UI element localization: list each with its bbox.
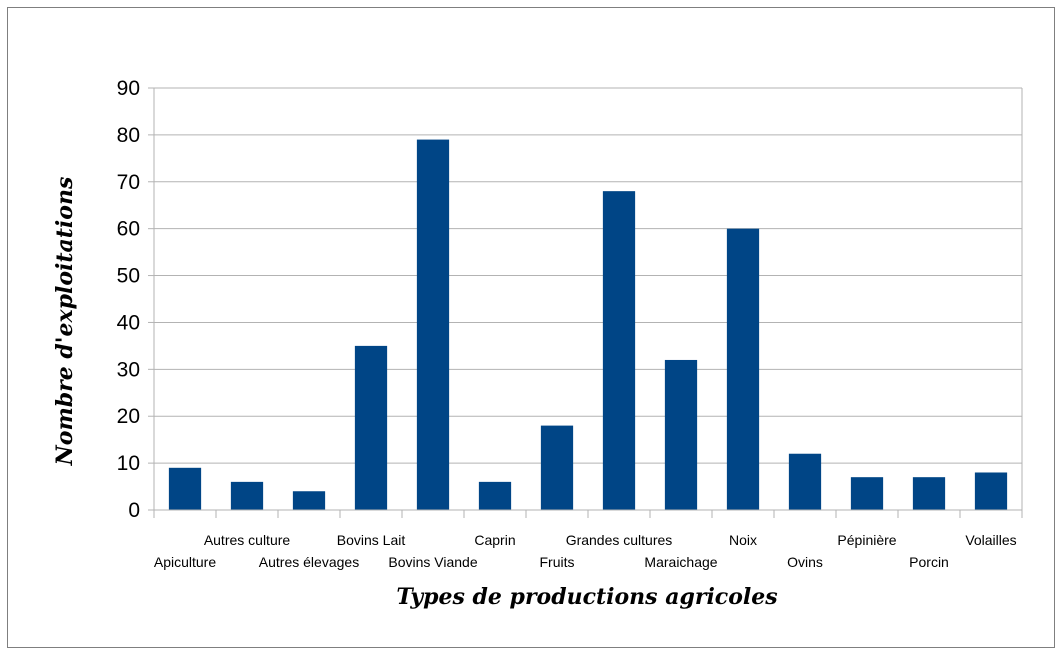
- x-tick-label: Bovins Viande: [388, 554, 477, 570]
- x-tick-label: Autres culture: [204, 532, 291, 548]
- y-tick-label: 30: [117, 358, 140, 381]
- bar: [850, 477, 884, 510]
- y-tick-label: 50: [117, 265, 140, 288]
- y-tick-label: 40: [117, 311, 140, 334]
- y-axis-ticks: 0 10 20 30 40 50 60 70 80 90: [117, 77, 140, 522]
- bar: [912, 477, 946, 510]
- x-tick-label: Apiculture: [154, 554, 216, 570]
- y-tick-label: 70: [117, 171, 140, 194]
- bar: [664, 359, 698, 510]
- y-tick-label: 80: [117, 124, 140, 147]
- x-tick-label: Ovins: [787, 554, 823, 570]
- x-tick-label: Pépinière: [837, 532, 896, 548]
- bar: [292, 491, 326, 510]
- y-tick-label: 10: [117, 452, 140, 475]
- bar: [478, 481, 512, 510]
- y-tick-label: 90: [117, 77, 140, 100]
- gridlines: [148, 87, 1023, 511]
- x-axis-title: Types de productions agricoles: [396, 584, 777, 610]
- x-tick-label: Caprin: [474, 532, 515, 548]
- y-axis-title: Nombre d'exploitations: [52, 177, 78, 467]
- x-tick-label: Volailles: [965, 532, 1016, 548]
- bar: [168, 467, 202, 510]
- x-tick-label: Maraichage: [644, 554, 717, 570]
- bar: [788, 453, 822, 510]
- bar: [540, 425, 574, 510]
- y-tick-label: 60: [117, 218, 140, 241]
- bar: [974, 472, 1008, 510]
- bar: [416, 139, 450, 511]
- bars: [168, 139, 1008, 511]
- bar: [726, 228, 760, 510]
- bar: [354, 345, 388, 510]
- x-tick-label: Porcin: [909, 554, 949, 570]
- y-tick-label: 0: [128, 499, 140, 522]
- chart-frame: [7, 7, 1055, 648]
- bar: [602, 191, 636, 510]
- x-tick-label: Noix: [729, 532, 757, 548]
- bar: [230, 481, 264, 510]
- x-tick-label: Grandes cultures: [566, 532, 673, 548]
- x-tick-label: Bovins Lait: [337, 532, 406, 548]
- x-tick-label: Fruits: [540, 554, 575, 570]
- y-tick-label: 20: [117, 405, 140, 428]
- x-tick-label: Autres élevages: [259, 554, 359, 570]
- x-axis-ticks: Apiculture Autres culture Autres élevages B…: [154, 532, 1017, 570]
- x-axis: [153, 509, 1023, 518]
